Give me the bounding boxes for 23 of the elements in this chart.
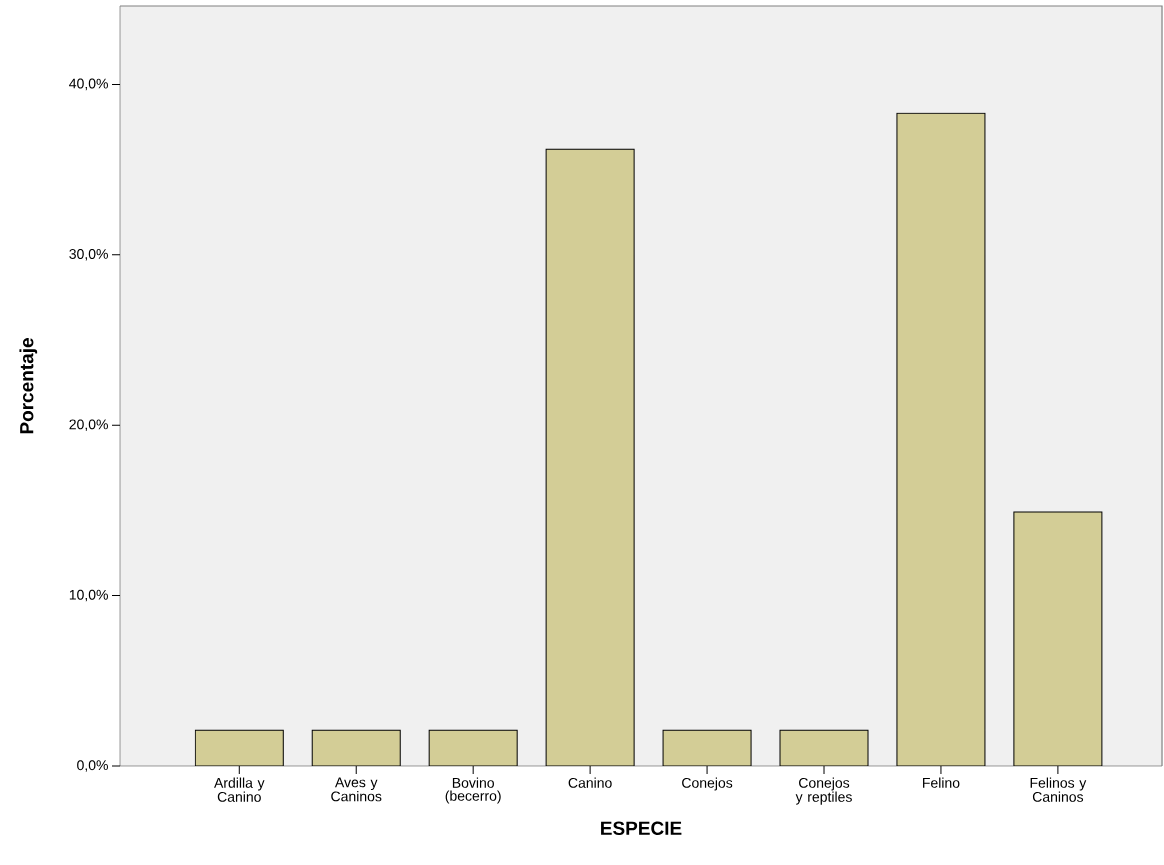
x-tick-label: Felinos y Caninos [1030,777,1087,802]
x-tick-label: Felino [923,777,960,788]
y-tick-label: 20,0% [69,419,108,431]
bar [896,112,986,766]
x-tick-label: Canino [568,777,612,788]
y-tick-label: 10,0% [69,589,108,602]
bar [662,729,752,766]
y-tick-label: 0,0% [77,760,108,772]
x-tick-label: Aves y Caninos [331,777,382,802]
x-axis-title: ESPECIE [601,821,682,835]
bar [779,729,869,766]
bar [194,729,284,766]
x-tick-label: Ardilla y Canino [214,777,265,802]
bar [311,729,401,766]
bar [545,148,635,766]
y-tick-label: 30,0% [69,248,108,261]
x-tick-label: Conejos [682,777,733,791]
bar [1013,511,1103,766]
x-tick-label: Conejos y reptiles [795,777,852,805]
y-tick-label: 40,0% [69,78,108,91]
x-tick-label: Bovino (becerro) [445,777,501,804]
bar [428,729,518,766]
y-axis-title: Porcentaje [19,338,38,434]
